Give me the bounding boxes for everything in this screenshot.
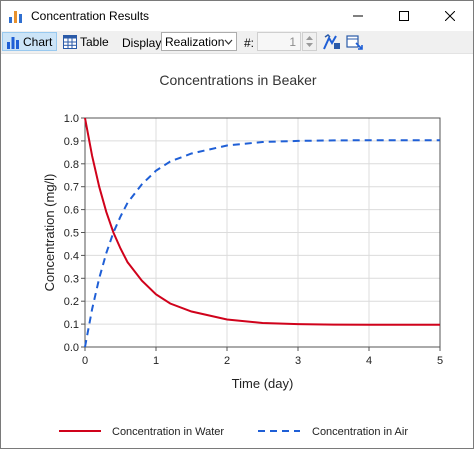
table-view-button[interactable]: Table [61,32,111,51]
chevron-down-icon [224,39,233,45]
y-tick-label: 0.9 [64,136,79,148]
y-tick-label: 0.5 [64,228,79,240]
line-chart: Concentrations in Beaker 0 1 2 3 4 5 0.0 0.1 0.2… [42,72,443,438]
x-tick-label: 1 [153,355,159,367]
x-axis-label: Time (day) [232,376,294,391]
realization-spinner[interactable] [302,32,317,51]
table-label: Table [80,34,109,49]
window-title: Concentration Results [31,9,150,23]
y-tick-label: 0.4 [64,250,79,262]
x-tick-label: 5 [437,355,443,367]
display-dropdown[interactable]: Realization [161,32,237,51]
display-value: Realization [165,35,225,49]
close-button[interactable] [427,1,473,31]
legend-label: Concentration in Air [312,426,408,438]
legend-label: Concentration in Water [112,426,224,438]
maximize-button[interactable] [381,1,427,31]
minimize-icon [353,15,363,17]
x-tick-label: 0 [82,355,88,367]
bar-chart-app-icon [9,11,22,23]
export-chart-icon[interactable] [346,34,364,50]
spinner-arrows-icon [306,36,313,47]
display-label: Display: [122,36,165,50]
maximize-icon [399,11,409,21]
chart-title: Concentrations in Beaker [159,72,317,88]
realization-number-label: #: [244,36,255,50]
y-tick-label: 0.6 [64,205,79,217]
chart-label: Chart [23,34,53,49]
y-tick-label: 0.3 [64,273,79,285]
y-tick-label: 0.8 [64,159,79,171]
y-tick-label: 0.1 [64,319,79,331]
y-tick-label: 0.7 [64,182,79,194]
y-tick-label: 0.2 [64,296,79,308]
chart-properties-icon[interactable] [323,34,341,50]
chart-panel: Concentrations in Beaker 0 1 2 3 4 5 0.0 0.1 0.2… [1,54,473,448]
y-tick-label: 0.0 [64,342,79,354]
close-icon [445,11,455,21]
x-tick-label: 3 [295,355,301,367]
bar-chart-icon [6,35,20,49]
y-tick-label: 1.0 [64,113,79,125]
toolbar: Chart Table Display: Realization #: 1 [1,31,473,54]
title-bar[interactable]: Concentration Results [1,1,473,31]
realization-number-field[interactable]: 1 [257,32,301,51]
series-line-air [84,139,440,348]
x-tick-label: 2 [224,355,230,367]
y-axis-label: Concentration (mg/l) [42,174,57,292]
x-tick-label: 4 [366,355,372,367]
table-icon [63,34,77,49]
series-line-water [84,117,440,326]
realization-number-value: 1 [289,35,296,49]
chart-view-button[interactable]: Chart [2,32,57,51]
minimize-button[interactable] [335,1,381,31]
